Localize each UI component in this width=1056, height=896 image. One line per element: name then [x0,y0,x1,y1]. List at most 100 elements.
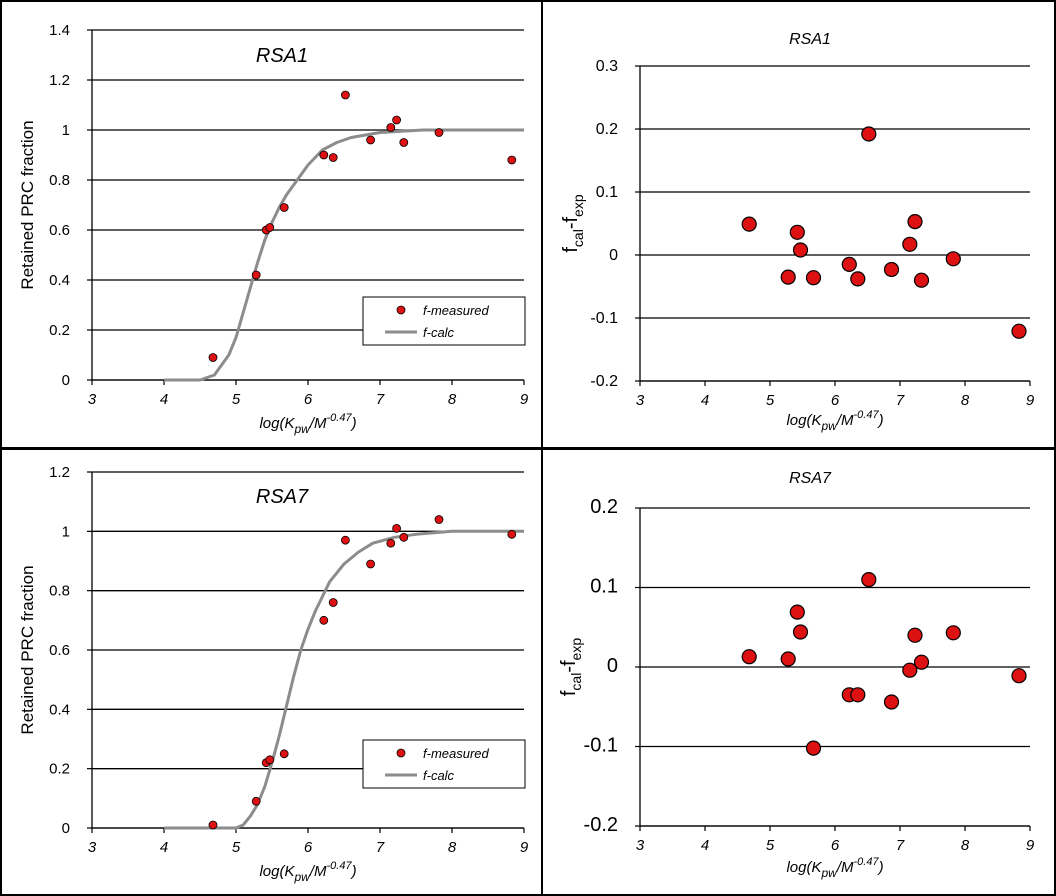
x-axis-label-part: log(K [786,412,822,429]
data-point [850,687,866,703]
y-axis-label-part: f [558,690,580,696]
y-axis-label: Retained PRC fraction [18,120,37,289]
y-tick-label: 1.2 [49,72,70,89]
data-point [861,126,877,142]
y-tick-label: -0.1 [590,310,618,327]
legend-label-f-measured: f-measured [423,303,490,318]
y-tick-label: 1.2 [49,464,70,481]
series-line-f-calc [164,529,524,830]
data-point-f-measured [319,150,329,160]
data-point-f-measured [328,153,338,162]
data-point-f-measured [434,515,444,524]
y-axis-label: Retained PRC fraction [18,565,37,734]
x-tick-label: 9 [1026,392,1035,409]
data-point [792,242,809,258]
x-tick-label: 3 [636,392,645,409]
data-point [789,224,805,240]
y-axis-label-sub: cal [568,673,584,691]
data-point [780,651,796,667]
data-point [883,261,900,278]
x-axis-label: log(Kpw/M-0.47) [259,412,356,436]
legend-label-f-calc: f-calc [423,768,455,783]
chart-title: RSA7 [256,486,309,508]
data-point [913,272,930,288]
x-tick-label: 9 [520,391,529,408]
data-point-f-measured [434,128,444,137]
chart-title: RSA1 [789,31,831,48]
y-tick-label: 0 [607,655,618,677]
y-axis-label-sub: exp [568,638,584,661]
x-tick-label: 8 [448,839,457,856]
x-axis-label-sub: pw [820,419,838,433]
chart-2: 3 4 5 6 7 8 9 -0.2 -0.1 0 0.1 0.2 0.3 RSA1 log(Kpw/M-0… [560,31,1035,433]
x-axis-label-sub: pw [293,422,311,436]
data-point [792,624,809,640]
y-axis-label-part: -f [558,660,580,673]
x-tick-label: 3 [88,391,97,408]
y-tick-label: 0 [62,372,70,389]
x-axis-label-sup: -0.47 [326,412,352,424]
y-tick-label: 0.4 [49,272,70,289]
x-tick-label: 7 [376,391,385,408]
data-point-f-measured [366,135,376,145]
x-axis-label: log(Kpw/M-0.47) [786,856,883,880]
data-point-f-measured [328,598,338,607]
legend: f-measured f-calc [362,296,526,346]
legend-marker-f-measured [396,305,406,315]
x-tick-label: 8 [961,392,970,409]
y-tick-label: 0 [62,820,70,837]
y-tick-label: 0.2 [49,322,70,339]
x-tick-label: 7 [896,837,905,854]
y-tick-label: -0.1 [584,735,618,757]
data-point [907,214,923,230]
data-point [789,604,805,620]
x-axis-label-sub: pw [293,870,311,884]
data-point [805,740,822,756]
y-tick-label: 0.4 [49,701,70,718]
x-tick-label: 7 [896,392,905,409]
x-tick-label: 6 [831,392,840,409]
y-tick-label: 0.8 [49,583,70,600]
y-tick-label: 0 [609,247,618,264]
y-tick-label: 0.2 [596,121,618,138]
x-tick-label: 3 [636,837,645,854]
chart-4: 3 4 5 6 7 8 9 -0.2 -0.1 0 0.1 0.2 RSA7 log(Kpw/M-0.47… [558,470,1035,880]
data-point [902,662,918,678]
data-point-f-measured [392,524,402,533]
x-tick-label: 4 [160,391,168,408]
legend-label-f-calc: f-calc [423,325,455,340]
x-tick-label: 8 [961,837,970,854]
data-point-f-measured [507,155,517,165]
x-tick-label: 5 [232,391,241,408]
data-point [902,236,918,252]
legend-label-f-measured: f-measured [423,746,490,761]
data-point [913,654,930,670]
legend-marker-f-measured [396,748,406,758]
data-point-f-measured [279,749,289,759]
y-axis-label-sub: cal [570,229,586,247]
chart-3: 3 4 5 6 7 8 9 0 0.2 0.4 0.6 0.8 1 1.2 RSA7 log(Kpw/M-0.… [18,464,529,884]
y-tick-label: 0.8 [49,172,70,189]
data-point-f-measured [392,115,402,125]
data-point-f-measured [386,123,396,132]
x-axis-label-part: log(K [259,863,295,880]
x-tick-label: 5 [766,837,775,854]
data-point-f-measured [208,353,218,362]
x-axis-label-part: /M [836,859,854,876]
chart-title: RSA1 [256,45,308,67]
data-point-f-measured [340,535,350,545]
x-tick-label: 6 [304,391,313,408]
data-point-f-measured [399,138,409,147]
data-point [1011,323,1027,339]
x-axis-label-sup: -0.47 [853,409,879,421]
data-point [883,694,900,710]
y-axis-label: fcal-fexp [560,194,586,252]
data-point-f-measured [251,270,261,280]
x-tick-label: 4 [701,837,709,854]
data-point [1011,668,1027,684]
data-point [945,625,961,641]
y-axis-label-part: -f [560,217,582,230]
data-point-f-measured [386,538,396,548]
y-tick-label: 0.6 [49,222,70,239]
